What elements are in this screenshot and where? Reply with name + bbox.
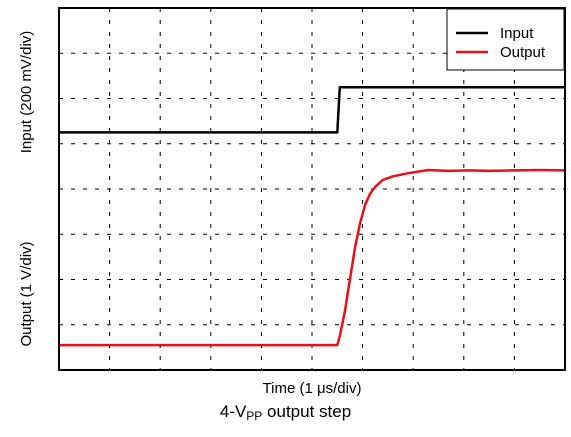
caption-suffix: output step — [262, 402, 352, 421]
y-axis-label-lower: Output (1 V/div) — [18, 241, 35, 346]
legend: Input Output — [446, 8, 565, 71]
x-axis-label-prefix: Time (1 — [263, 380, 317, 397]
legend-label-output: Output — [500, 44, 546, 61]
plot-frame — [58, 7, 566, 371]
legend-label-input: Input — [500, 25, 534, 42]
series-line-input — [59, 85, 565, 134]
y-axis-label-upper: Input (200 mV/div) — [18, 31, 35, 154]
x-axis-label: Time (1 μs/div) — [263, 380, 362, 397]
legend-box — [446, 8, 565, 71]
series-layer — [59, 85, 566, 347]
x-axis-label-unit: μs/div) — [317, 380, 361, 397]
chart-caption: 4-VPP output step — [0, 402, 571, 423]
series-line-output — [59, 168, 566, 347]
caption-prefix: 4-V — [219, 402, 247, 421]
caption-subscript: PP — [246, 409, 263, 423]
